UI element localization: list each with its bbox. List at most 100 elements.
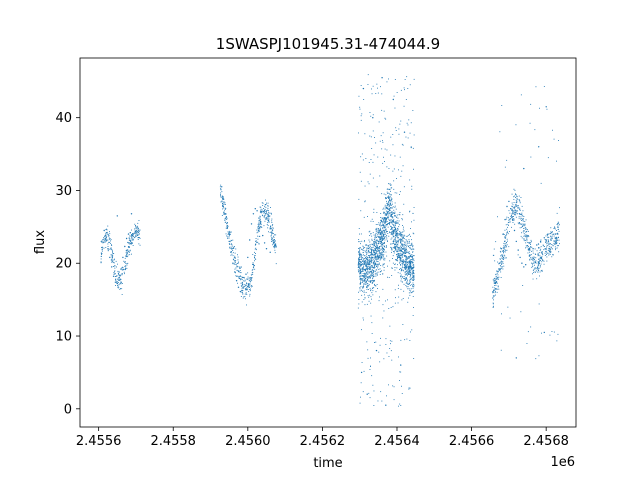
- scatter-point: [275, 244, 276, 246]
- scatter-point: [257, 229, 259, 231]
- scatter-point: [224, 210, 225, 212]
- scatter-point: [392, 267, 393, 269]
- scatter-point: [493, 248, 495, 250]
- scatter-point: [382, 249, 384, 251]
- scatter-point: [138, 220, 140, 221]
- scatter-point: [384, 249, 385, 251]
- scatter-point: [402, 269, 404, 271]
- scatter-point: [551, 256, 553, 258]
- scatter-point: [364, 260, 366, 261]
- scatter-point: [268, 211, 270, 213]
- scatter-point: [371, 298, 372, 300]
- scatter-point: [406, 274, 408, 276]
- scatter-point: [375, 231, 377, 233]
- scatter-point: [253, 264, 255, 266]
- scatter-point: [407, 288, 409, 290]
- scatter-point: [366, 268, 368, 270]
- scatter-point: [505, 224, 507, 226]
- scatter-point: [374, 254, 376, 255]
- scatter-point: [403, 290, 405, 292]
- scatter-point: [375, 247, 377, 249]
- scatter-point: [111, 259, 113, 260]
- scatter-point: [409, 281, 411, 283]
- scatter-point: [411, 239, 412, 241]
- scatter-point: [368, 239, 370, 241]
- scatter-point: [105, 233, 107, 234]
- scatter-point: [402, 265, 403, 267]
- scatter-point: [100, 252, 102, 254]
- scatter-point: [542, 254, 544, 256]
- scatter-point: [499, 131, 501, 133]
- scatter-point: [401, 253, 403, 255]
- scatter-point: [267, 222, 269, 224]
- scatter-point: [510, 215, 512, 217]
- scatter-point: [358, 266, 360, 268]
- scatter-point: [557, 240, 559, 241]
- scatter-point: [503, 250, 504, 252]
- scatter-point: [413, 264, 415, 266]
- scatter-point: [492, 291, 493, 293]
- scatter-point: [507, 222, 509, 223]
- scatter-point: [396, 230, 397, 232]
- scatter-point: [509, 212, 511, 214]
- scatter-point: [505, 250, 507, 251]
- scatter-point: [412, 277, 414, 279]
- scatter-point: [559, 224, 560, 226]
- scatter-point: [386, 221, 388, 222]
- scatter-point: [505, 218, 507, 220]
- x-axis: 2.4556 2.4558 2.4560 2.4562 2.4564 2.4566 2.45…: [76, 427, 569, 449]
- scatter-point: [543, 260, 545, 262]
- scatter-point: [556, 243, 557, 244]
- scatter-point: [557, 229, 559, 230]
- scatter-point: [368, 264, 370, 265]
- scatter-point: [259, 223, 261, 225]
- scatter-point: [549, 233, 551, 235]
- scatter-point: [376, 269, 378, 271]
- scatter-point: [234, 257, 236, 258]
- scatter-point: [372, 287, 374, 289]
- scatter-point: [544, 239, 546, 240]
- scatter-point: [385, 338, 387, 340]
- scatter-point: [536, 244, 538, 246]
- scatter-point: [236, 275, 238, 277]
- scatter-point: [549, 250, 551, 252]
- scatter-point: [407, 283, 408, 285]
- scatter-point: [387, 212, 389, 214]
- scatter-point: [382, 208, 384, 210]
- scatter-point: [402, 237, 404, 239]
- scatter-point: [138, 243, 140, 245]
- scatter-point: [497, 270, 499, 272]
- scatter-point: [360, 85, 362, 86]
- scatter-point: [369, 267, 371, 268]
- scatter-point: [549, 243, 551, 245]
- scatter-point: [364, 278, 366, 280]
- scatter-point: [412, 232, 414, 234]
- scatter-point: [271, 236, 273, 238]
- scatter-point: [384, 148, 386, 150]
- scatter-point: [551, 244, 553, 245]
- scatter-point: [229, 235, 230, 237]
- scatter-point: [394, 264, 396, 265]
- scatter-point: [360, 271, 362, 272]
- scatter-point: [401, 236, 403, 238]
- scatter-point: [121, 274, 123, 276]
- scatter-point: [396, 250, 398, 253]
- scatter-point: [534, 248, 536, 250]
- scatter-point: [382, 263, 384, 265]
- scatter-point: [374, 237, 376, 238]
- scatter-point: [370, 290, 371, 292]
- scatter-point: [401, 239, 403, 241]
- scatter-point: [397, 241, 399, 243]
- scatter-point: [396, 232, 397, 234]
- scatter-point: [530, 254, 532, 256]
- scatter-point: [394, 250, 395, 252]
- scatter-point: [271, 231, 273, 233]
- scatter-point: [412, 296, 414, 297]
- scatter-point: [374, 255, 376, 257]
- scatter-point: [118, 284, 120, 286]
- scatter-point: [372, 254, 374, 256]
- scatter-point: [412, 275, 414, 277]
- scatter-point: [369, 267, 371, 269]
- scatter-point: [515, 210, 517, 212]
- scatter-point: [383, 263, 385, 265]
